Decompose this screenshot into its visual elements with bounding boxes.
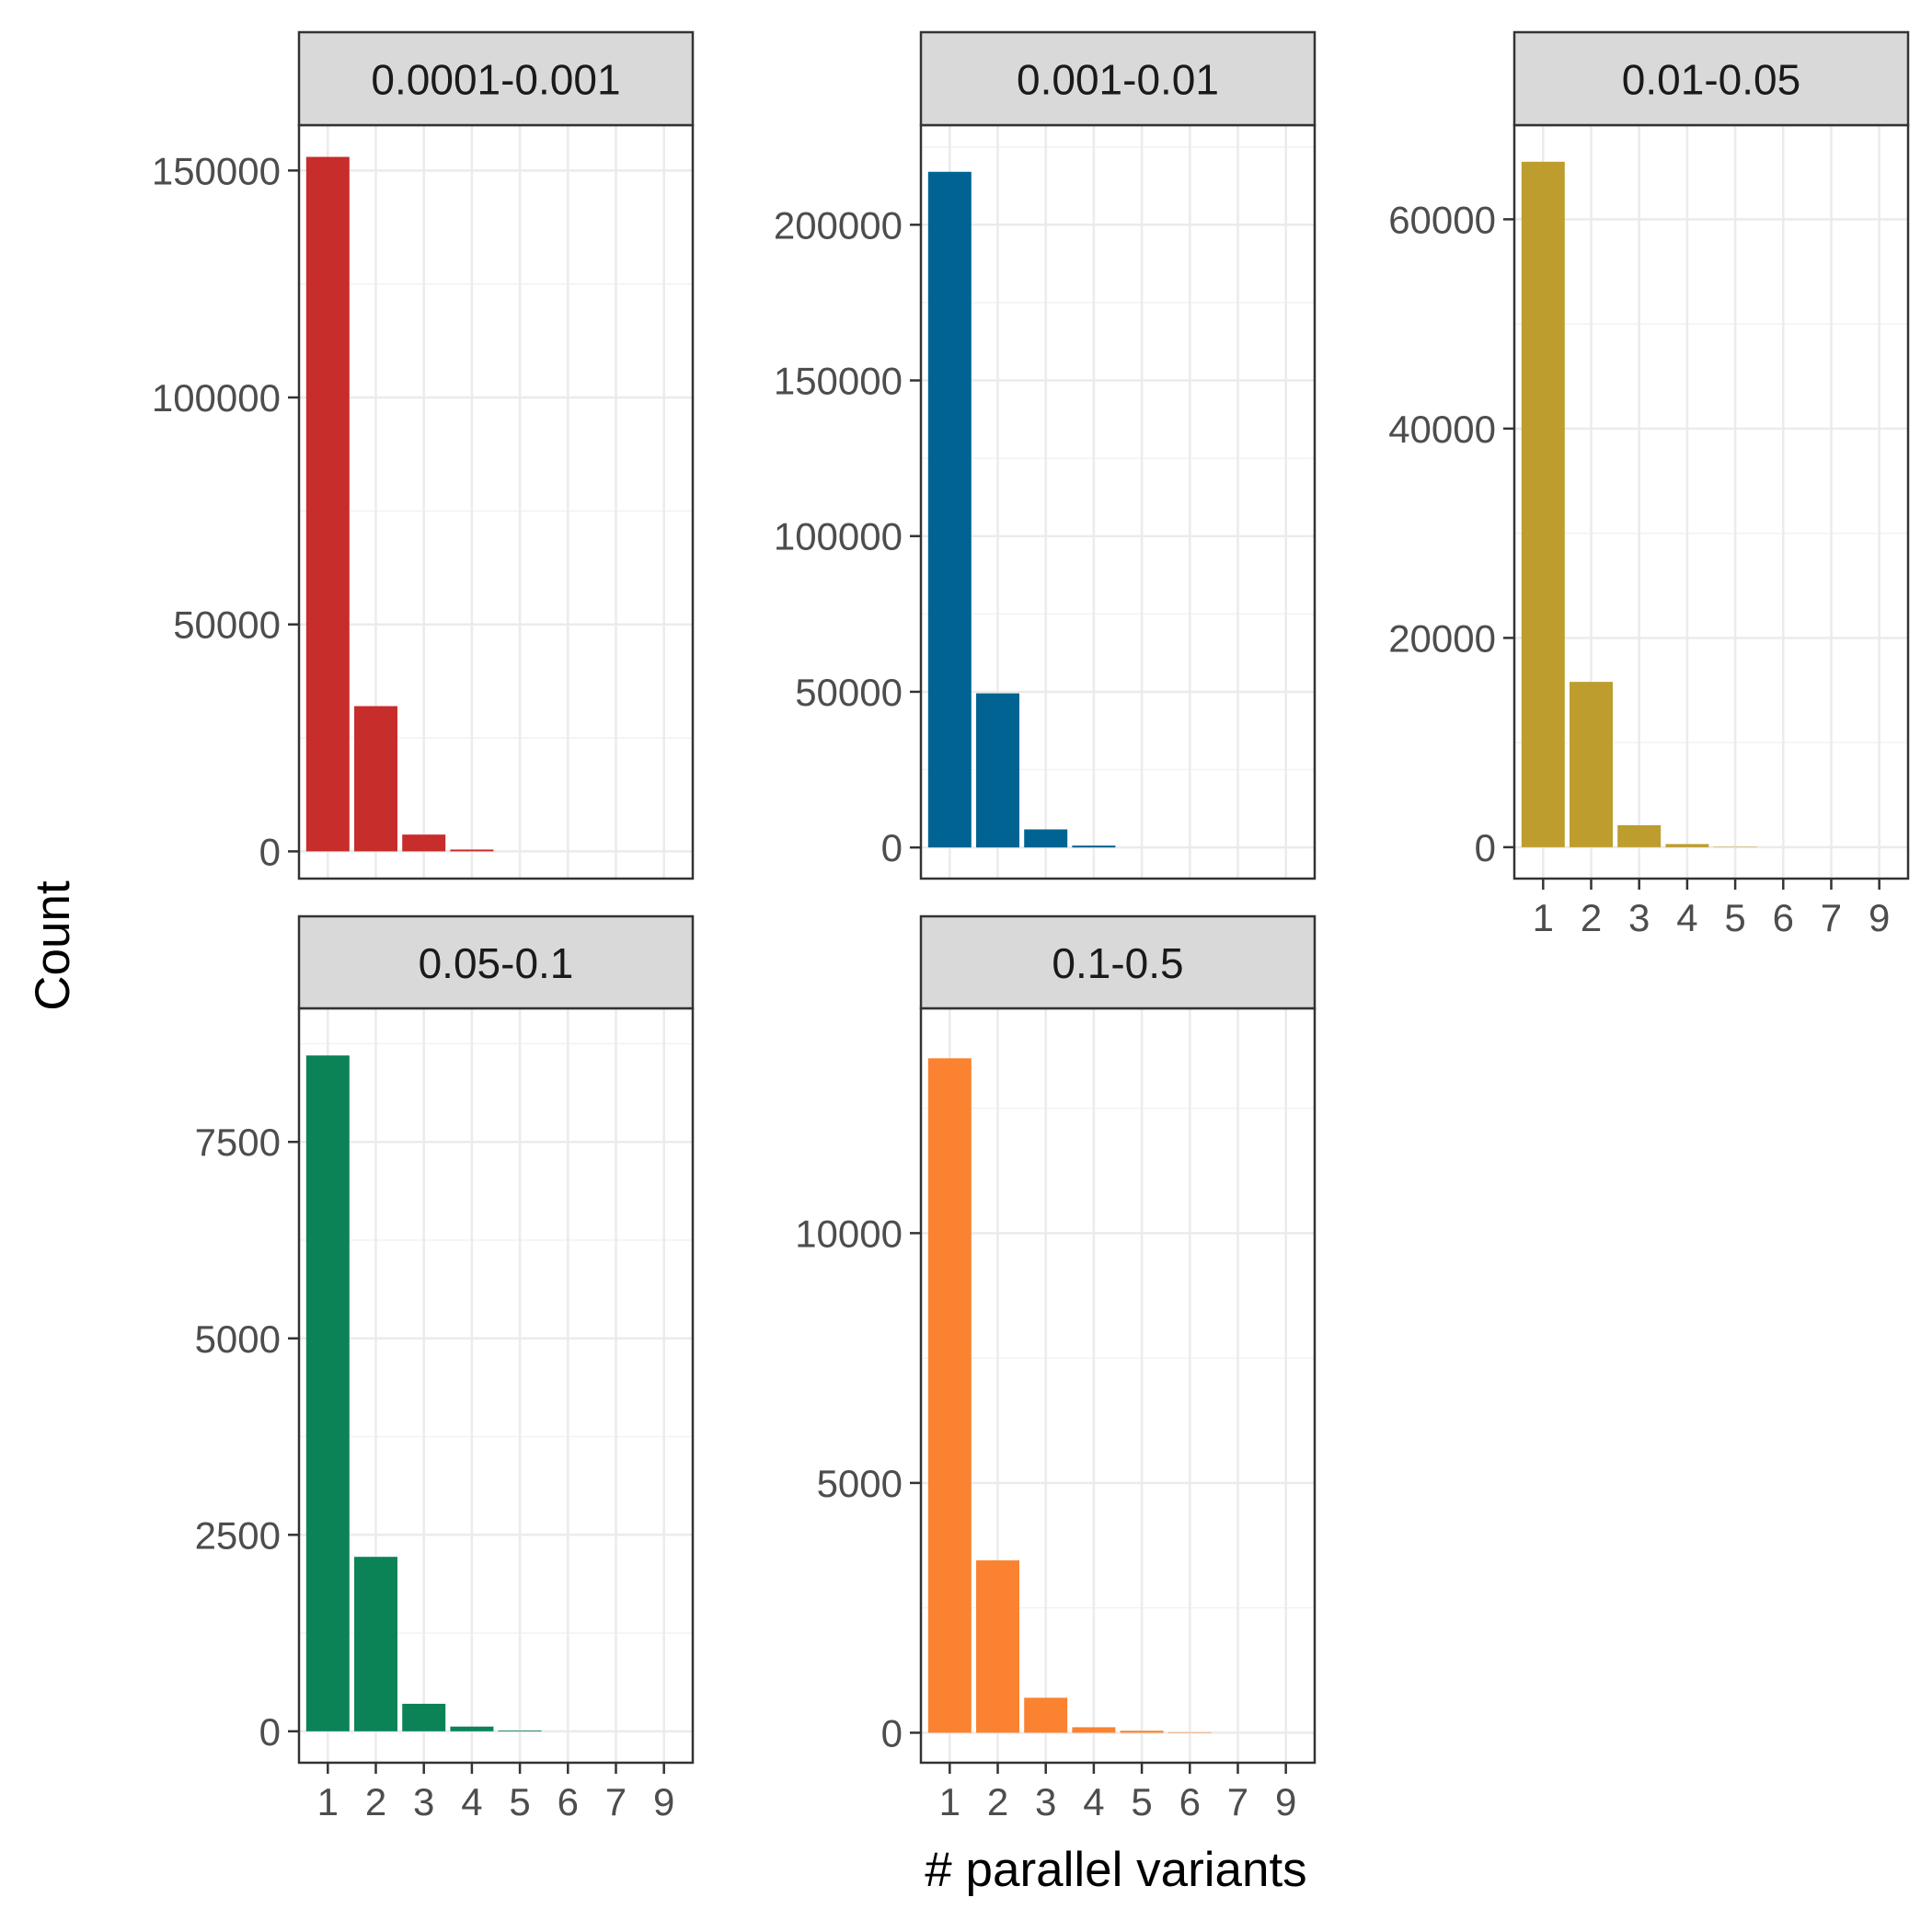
- y-tick-label: 0: [259, 1710, 281, 1754]
- bar-2: [976, 1560, 1019, 1733]
- bar-3: [1024, 1697, 1068, 1733]
- x-tick-label: 6: [558, 1780, 579, 1823]
- x-tick-label: 3: [1035, 1780, 1056, 1823]
- facet-strip: [1512, 30, 1910, 127]
- x-tick-label: 5: [509, 1780, 530, 1823]
- facets-layer: 0.0001-0.0010500001000001500000.001-0.01…: [152, 30, 1910, 1823]
- bar-3: [1024, 829, 1068, 848]
- bar-2: [354, 1557, 397, 1731]
- bar-4: [1072, 845, 1116, 848]
- y-tick-label: 50000: [173, 604, 281, 647]
- y-tick-label: 60000: [1388, 198, 1496, 241]
- x-tick-label: 5: [1724, 896, 1745, 939]
- y-tick-label: 0: [881, 1711, 903, 1754]
- bar-4: [450, 1726, 494, 1731]
- facet-strip: [297, 914, 695, 1010]
- facet-strip-label: 0.01-0.05: [1622, 56, 1800, 104]
- bar-1: [927, 1058, 972, 1733]
- x-tick-label: 7: [1227, 1780, 1248, 1823]
- x-tick-label: 9: [1275, 1780, 1296, 1823]
- bar-4: [1665, 844, 1709, 847]
- facet-strip: [919, 914, 1317, 1010]
- facet-panel-1: 0.0001-0.001 0 50000 100000 150000: [152, 30, 695, 880]
- bar-4: [1072, 1727, 1116, 1733]
- y-tick-label: 150000: [152, 149, 281, 192]
- bar-5: [1120, 1731, 1164, 1733]
- facet-strip-label: 0.05-0.1: [419, 939, 574, 987]
- y-tick-label: 0: [259, 830, 281, 873]
- facet-strip-label: 0.001-0.01: [1017, 56, 1219, 104]
- y-tick-label: 150000: [774, 360, 903, 403]
- bar-3: [402, 1703, 446, 1731]
- y-tick-label: 100000: [774, 515, 903, 558]
- y-tick-label: 0: [1475, 826, 1496, 869]
- y-axis-title: Count: [26, 880, 80, 1011]
- x-tick-label: 3: [1628, 896, 1650, 939]
- y-tick-label: 20000: [1388, 616, 1496, 660]
- facet-strip-label: 0.0001-0.001: [371, 56, 620, 104]
- x-tick-label: 6: [1179, 1780, 1201, 1823]
- facet-strip-label: 0.1-0.5: [1052, 939, 1183, 987]
- y-tick-label: 0: [881, 826, 903, 869]
- bar-2: [976, 693, 1019, 848]
- x-tick-label: 4: [1083, 1780, 1104, 1823]
- x-tick-label: 7: [1821, 896, 1842, 939]
- y-tick-label: 5000: [195, 1317, 281, 1361]
- x-tick-label: 2: [987, 1780, 1008, 1823]
- bar-1: [927, 171, 972, 848]
- x-tick-label: 1: [317, 1780, 339, 1823]
- bar-4: [450, 849, 494, 852]
- facet-panel-4: 0.05-0.1 0 2500 5000 7500 1 2 3 4 5 6 7 9: [195, 914, 695, 1823]
- x-tick-label: 4: [461, 1780, 482, 1823]
- y-tick-label: 5000: [817, 1462, 903, 1505]
- bar-2: [354, 706, 397, 852]
- facet-panel-2: 0.001-0.01 0 50000 100000 150000 200000: [774, 30, 1317, 880]
- facet-panel-3: 0.01-0.05 0 20000 40000 60000 1 2 3 4 5 6 7 9: [1388, 30, 1910, 939]
- facet-panel-5: 0.1-0.5 0 5000 10000 1 2 3 4 5 6 7 9: [795, 914, 1317, 1823]
- x-tick-label: 5: [1131, 1780, 1152, 1823]
- y-tick-label: 7500: [195, 1121, 281, 1164]
- x-tick-label: 3: [413, 1780, 434, 1823]
- x-tick-label: 7: [605, 1780, 627, 1823]
- bar-1: [1521, 161, 1565, 847]
- x-tick-label: 9: [1869, 896, 1890, 939]
- x-tick-label: 2: [1581, 896, 1602, 939]
- bar-3: [1617, 824, 1662, 847]
- y-tick-label: 2500: [195, 1513, 281, 1557]
- bar-1: [305, 1055, 350, 1731]
- bar-6: [1167, 1731, 1212, 1733]
- x-tick-label: 9: [653, 1780, 674, 1823]
- y-tick-label: 200000: [774, 203, 903, 247]
- y-tick-label: 100000: [152, 376, 281, 420]
- facet-strip: [297, 30, 695, 127]
- facet-strip: [919, 30, 1317, 127]
- x-tick-label: 1: [939, 1780, 960, 1823]
- bar-1: [305, 156, 350, 852]
- x-tick-label: 6: [1773, 896, 1794, 939]
- x-tick-label: 1: [1533, 896, 1554, 939]
- bar-3: [402, 834, 446, 852]
- x-tick-label: 4: [1676, 896, 1697, 939]
- bar-2: [1570, 682, 1613, 847]
- y-tick-label: 10000: [795, 1212, 903, 1255]
- y-tick-label: 40000: [1388, 408, 1496, 451]
- x-tick-label: 2: [365, 1780, 386, 1823]
- x-axis-title: # parallel variants: [925, 1843, 1306, 1897]
- y-tick-label: 50000: [795, 671, 903, 714]
